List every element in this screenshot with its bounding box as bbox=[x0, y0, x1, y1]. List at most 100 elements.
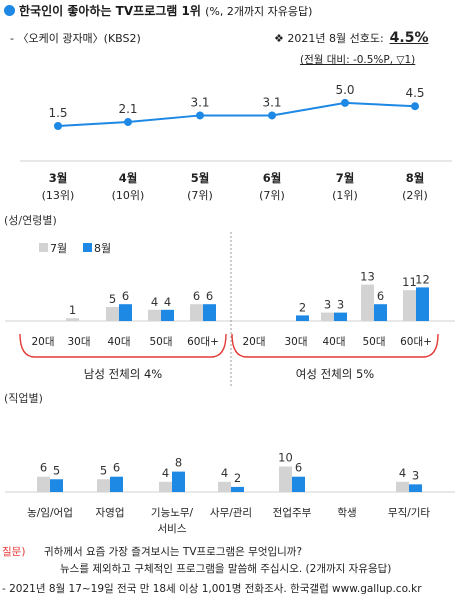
age-category-label: 50대 bbox=[362, 336, 385, 348]
occupation-category-label: 농/임/어업 bbox=[27, 506, 73, 519]
bar-jul bbox=[361, 284, 374, 321]
question-line-2: 뉴스를 제외하고 구체적인 프로그램을 말씀해 주십시오. (2개까지 자유응답… bbox=[60, 563, 392, 575]
trend-value-label: 1.5 bbox=[48, 106, 67, 120]
age-category-label: 30대 bbox=[67, 336, 90, 348]
chart-title: 한국인이 좋아하는 TV프로그램 1위 (%, 2개까지 자유응답) bbox=[4, 2, 312, 19]
trend-value-label: 4.5 bbox=[405, 86, 424, 100]
occupation-category-label: 전업주부 bbox=[273, 506, 312, 519]
bar-aug bbox=[50, 479, 63, 492]
preference-value: 4.5% bbox=[389, 30, 429, 46]
rank-tick-label: (1위) bbox=[332, 189, 358, 202]
bar-aug-value-label: 3 bbox=[337, 298, 344, 312]
bar-jul-value-label: 4 bbox=[399, 466, 406, 480]
source-note: - 2021년 8월 17~19일 전국 만 18세 이상 1,001명 전화조… bbox=[2, 583, 422, 595]
bar-jul bbox=[396, 481, 409, 492]
trend-point bbox=[54, 122, 62, 130]
rank-tick-label: (7위) bbox=[259, 189, 285, 202]
bar-aug-value-label: 3 bbox=[412, 468, 419, 482]
occupation-category-label: 서비스 bbox=[158, 523, 187, 535]
legend-aug-swatch bbox=[83, 243, 92, 252]
group-bracket bbox=[231, 333, 439, 358]
title-note: (%, 2개까지 자유응답) bbox=[205, 5, 313, 18]
trend-value-label: 3.1 bbox=[262, 95, 281, 109]
occupation-category-label: 무직/기타 bbox=[388, 507, 431, 519]
bar-jul-value-label: 4 bbox=[221, 466, 228, 480]
bar-jul bbox=[218, 481, 231, 492]
section-gender-age-label: (성/연령별) bbox=[4, 214, 57, 227]
bar-jul bbox=[159, 481, 172, 492]
monthly-change: (전월 대비: -0.5%P, ▽1) bbox=[300, 54, 416, 66]
bar-jul-value-label: 11 bbox=[402, 275, 417, 289]
age-category-label: 40대 bbox=[107, 336, 130, 348]
occupation-category-label: 학생 bbox=[337, 507, 356, 519]
bar-aug bbox=[110, 476, 123, 492]
bar-aug bbox=[334, 312, 347, 321]
age-category-label: 20대 bbox=[242, 336, 265, 348]
title-text: 한국인이 좋아하는 TV프로그램 1위 bbox=[19, 4, 201, 18]
trend-point bbox=[411, 102, 419, 111]
bar-aug-value-label: 12 bbox=[415, 272, 430, 286]
bar-aug-value-label: 2 bbox=[234, 471, 241, 485]
trend-value-label: 5.0 bbox=[335, 83, 354, 97]
bar-jul-value-label: 13 bbox=[360, 270, 375, 284]
group-bracket bbox=[19, 333, 227, 358]
rank-tick-label: (7위) bbox=[187, 189, 213, 202]
occupation-category-label: 자영업 bbox=[96, 506, 125, 519]
bar-jul-value-label: 5 bbox=[100, 463, 107, 477]
month-tick-label: 8월 bbox=[406, 171, 425, 185]
age-category-label: 20대 bbox=[31, 336, 54, 348]
preference-label: ❖ 2021년 8월 선호도: bbox=[274, 32, 384, 45]
question-label: 질문) bbox=[2, 546, 26, 558]
bar-aug-value-label: 6 bbox=[113, 461, 120, 475]
bar-aug bbox=[374, 304, 387, 321]
bar-jul-value-label: 1 bbox=[69, 303, 76, 317]
bar-aug bbox=[231, 486, 244, 492]
rank-tick-label: (10위) bbox=[112, 189, 145, 202]
section-occupation-label: (직업별) bbox=[4, 392, 43, 405]
legend-aug-label: 8월 bbox=[94, 242, 112, 255]
trend-value-label: 3.1 bbox=[190, 95, 209, 109]
question-line-1: 귀하께서 요즘 가장 즐겨보시는 TV프로그램은 무엇입니까? bbox=[44, 546, 303, 558]
rank-tick-label: (13위) bbox=[42, 189, 75, 202]
legend-jul-swatch bbox=[39, 243, 48, 252]
bar-jul-value-label: 6 bbox=[40, 461, 47, 475]
group-total-label: 여성 전체의 5% bbox=[296, 367, 375, 381]
bar-jul bbox=[321, 312, 334, 321]
bar-jul bbox=[279, 466, 292, 492]
trend-point bbox=[268, 111, 276, 120]
month-tick-label: 7월 bbox=[336, 171, 355, 185]
bar-jul bbox=[148, 309, 161, 321]
bar-aug bbox=[409, 484, 422, 492]
title-bullet-icon bbox=[4, 5, 15, 16]
bar-jul bbox=[37, 476, 50, 492]
trend-point bbox=[196, 111, 204, 120]
bar-jul-value-label: 5 bbox=[109, 292, 116, 306]
month-tick-label: 3월 bbox=[49, 171, 68, 185]
bar-aug-value-label: 6 bbox=[122, 289, 129, 303]
bar-aug bbox=[296, 315, 309, 321]
bar-aug bbox=[119, 304, 132, 321]
occupation-category-label: 사무/관리 bbox=[210, 507, 252, 519]
rank-tick-label: (2위) bbox=[402, 189, 428, 202]
age-category-label: 40대 bbox=[322, 336, 345, 348]
bar-aug-value-label: 6 bbox=[295, 461, 302, 475]
age-category-label: 30대 bbox=[284, 336, 307, 348]
trend-line bbox=[57, 101, 416, 127]
bar-aug bbox=[161, 309, 174, 321]
bar-aug-value-label: 4 bbox=[164, 295, 171, 309]
occupation-category-label: 기능노무/ bbox=[151, 507, 194, 519]
trend-point bbox=[124, 118, 132, 127]
month-tick-label: 4월 bbox=[119, 171, 138, 185]
bar-jul bbox=[190, 304, 203, 321]
bar-aug-value-label: 6 bbox=[206, 289, 213, 303]
legend-jul-label: 7월 bbox=[50, 242, 68, 255]
month-tick-label: 5월 bbox=[191, 171, 210, 185]
bar-aug bbox=[416, 287, 429, 321]
month-tick-label: 6월 bbox=[263, 171, 282, 185]
bar-jul-value-label: 4 bbox=[151, 295, 158, 309]
bar-aug bbox=[172, 471, 185, 492]
bar-jul bbox=[403, 290, 416, 321]
bar-jul-value-label: 4 bbox=[162, 466, 169, 480]
bar-jul bbox=[106, 307, 119, 321]
